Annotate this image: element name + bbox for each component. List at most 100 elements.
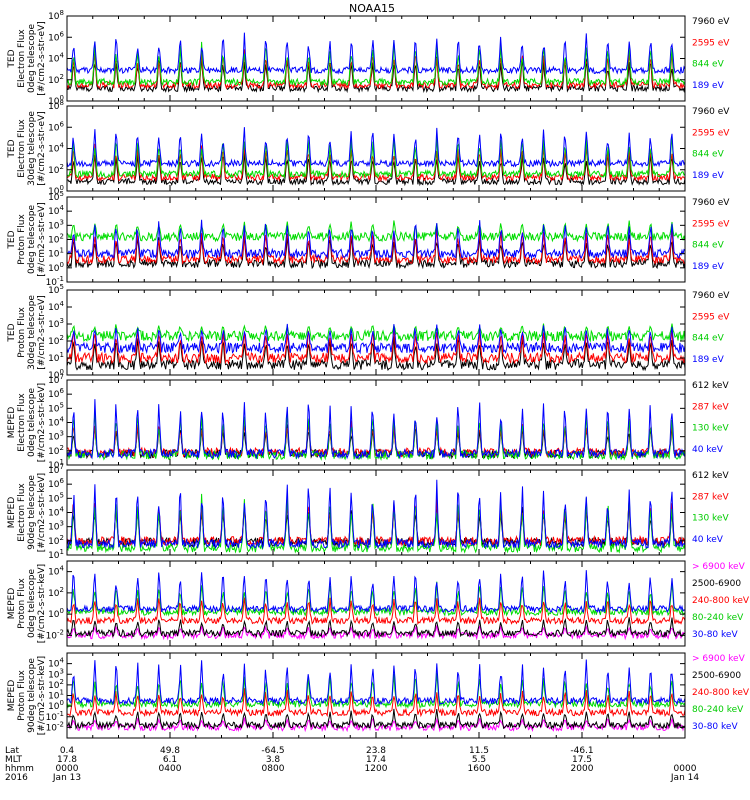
y-axis-label-line: [#/cm2-s-str-keV] — [37, 656, 47, 735]
y-tick-label: 100 — [48, 368, 64, 381]
legend-entry: 7960 eV — [692, 107, 730, 117]
series-line-1 — [66, 708, 686, 731]
x-tick-value: -46.1 — [570, 746, 593, 756]
legend-entry: 2500-6900 — [692, 579, 741, 589]
y-tick-exponent: 6 — [60, 30, 65, 38]
x-tick-value: 0000 — [56, 764, 79, 774]
y-axis-label-line: 0deg telescope — [27, 24, 37, 94]
y-axis-label-line: TED — [7, 230, 17, 249]
series-line-2 — [66, 688, 686, 718]
y-tick-label: 100 — [48, 607, 64, 620]
legend-entry: 30-80 keV — [692, 630, 738, 640]
x-tick-value: 23.8 — [366, 746, 386, 756]
y-tick-label: 101 — [48, 351, 64, 364]
y-tick-exponent: -1 — [57, 710, 64, 718]
y-axis-label-line: Proton Flux — [17, 670, 27, 721]
y-axis-label-line: Electron Flux — [17, 119, 27, 178]
series-line-2 — [66, 134, 686, 180]
legend-entry: > 6900 keV — [692, 654, 746, 664]
y-tick-label: 101 — [48, 247, 64, 260]
y-axis-label-line: MEPED — [7, 680, 17, 712]
y-axis-label-line: TED — [7, 323, 17, 342]
y-tick-exponent: 0 — [60, 184, 64, 192]
legend-entry: 844 eV — [692, 60, 725, 70]
y-tick-label: 102 — [48, 334, 64, 347]
y-tick-label: 100 — [48, 184, 64, 197]
y-tick-label: 103 — [48, 218, 64, 231]
y-tick-label: 101 — [48, 548, 64, 561]
series-line-0 — [66, 56, 686, 94]
y-tick-exponent: 8 — [60, 99, 64, 107]
x-tick-value: 0400 — [159, 764, 182, 774]
y-axis-label-line: 30deg telescope — [27, 295, 37, 370]
y-axis-label-line: 90deg telescope — [27, 658, 37, 733]
legend-entry: 7960 eV — [692, 198, 730, 208]
y-tick-label: 103 — [48, 317, 64, 330]
legend-entry: 2595 eV — [692, 312, 730, 322]
legend-entry: 844 eV — [692, 150, 725, 160]
y-axis-label-line: [#/cm2-s-str-eV] — [37, 111, 47, 186]
y-axis-label-line: [#/cm2-s-str-keV] — [37, 564, 47, 643]
series-line-1 — [66, 418, 686, 459]
y-axis-label-line: TED — [7, 139, 17, 158]
x-row-label: 2016 — [5, 773, 28, 783]
y-tick-exponent: -1 — [57, 275, 64, 283]
y-tick-exponent: 0 — [60, 607, 64, 615]
legend-entry: 189 eV — [692, 171, 725, 181]
x-tick-value: 1200 — [365, 764, 388, 774]
y-tick-exponent: 6 — [60, 120, 65, 128]
y-axis-label-line: [#/cm2-s-str-keV] — [37, 473, 47, 552]
legend-entry: 30-80 keV — [692, 722, 738, 732]
panel-meped-p-0: 10-2 100 102 104 MEPED Proton Flux 0deg telesc… — [7, 560, 750, 647]
x-tick-value: -64.5 — [261, 746, 284, 756]
x-tick-value: 1600 — [468, 764, 491, 774]
series-line-4 — [66, 570, 686, 614]
y-tick-label: 104 — [48, 506, 64, 519]
y-tick-label: 102 — [48, 534, 64, 547]
series-line-3 — [66, 219, 686, 260]
series-line-2 — [66, 220, 686, 243]
y-tick-label: 107 — [48, 373, 64, 386]
y-tick-label: 104 — [48, 52, 64, 65]
series-line-3 — [66, 323, 686, 355]
legend-entry: 7960 eV — [692, 291, 730, 301]
y-tick-exponent: 2 — [60, 163, 64, 171]
y-tick-label: 10-2 — [46, 720, 64, 733]
series-line-1 — [66, 49, 686, 91]
y-tick-exponent: 4 — [60, 204, 65, 212]
x-tick-value: 17.4 — [366, 755, 386, 765]
series-line-1 — [66, 617, 686, 639]
legend-entry: 130 keV — [692, 514, 729, 524]
y-tick-exponent: 3 — [60, 520, 64, 528]
y-tick-exponent: 4 — [60, 52, 65, 60]
y-tick-label: 101 — [48, 689, 64, 702]
y-tick-exponent: 5 — [60, 283, 64, 291]
y-tick-exponent: 4 — [60, 416, 65, 424]
y-tick-label: 106 — [48, 387, 64, 400]
y-tick-label: 108 — [48, 9, 64, 22]
series-line-0 — [66, 624, 686, 641]
legend-entry: 2595 eV — [692, 38, 730, 48]
y-tick-label: 105 — [48, 401, 64, 414]
y-tick-exponent: 5 — [60, 190, 64, 198]
legend-entry: 2595 eV — [692, 128, 730, 138]
x-tick-value: 3.8 — [266, 755, 281, 765]
y-tick-label: 10-2 — [46, 628, 64, 641]
y-axis-label-line: MEPED — [7, 407, 17, 439]
x-row-label: hhmm — [5, 764, 34, 774]
legend-entry: > 6900 keV — [692, 562, 746, 572]
y-tick-exponent: 0 — [60, 699, 64, 707]
y-tick-label: 104 — [48, 204, 64, 217]
y-tick-exponent: 3 — [60, 218, 64, 226]
y-tick-label: 108 — [48, 99, 64, 112]
y-tick-label: 10-1 — [46, 275, 64, 288]
y-tick-exponent: 5 — [60, 491, 64, 499]
y-tick-label: 106 — [48, 120, 64, 133]
y-axis-label-line: 30deg telescope — [27, 111, 37, 186]
y-tick-label: 106 — [48, 30, 64, 43]
y-tick-label: 105 — [48, 491, 64, 504]
legend-entry: 40 keV — [692, 535, 724, 545]
